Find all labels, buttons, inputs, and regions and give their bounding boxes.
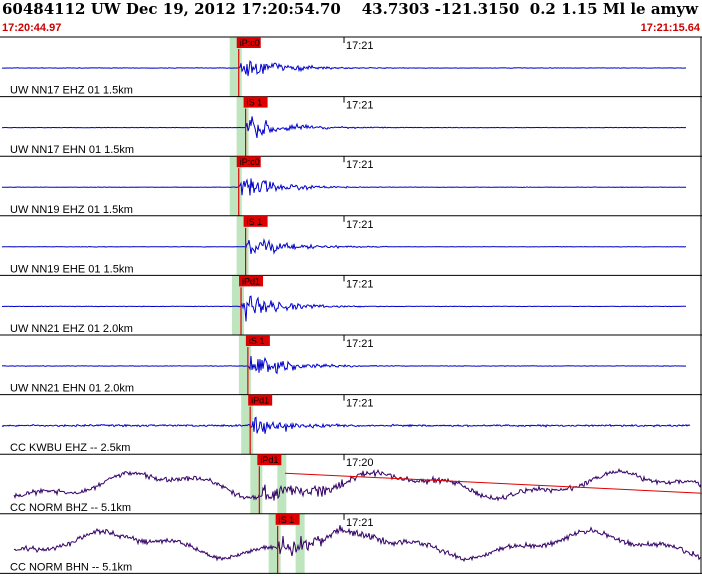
minute-label: 17:21 — [346, 159, 374, 171]
waveform-trace — [2, 60, 687, 77]
pick-flag — [257, 454, 282, 466]
pick-flag-label: iS 1 — [247, 98, 263, 108]
channel-label: CC NORM BHZ -- 5.1km — [10, 502, 131, 514]
channel-label: UW NN19 EHZ 01 1.5km — [10, 204, 133, 216]
waveform-trace — [1, 295, 687, 322]
pick-flag-label: iS 1 — [247, 217, 263, 227]
minute-label: 17:21 — [346, 278, 374, 290]
pick-flag — [236, 156, 261, 168]
pick-flag — [245, 335, 270, 346]
window-end-time: 17:21:15.64 — [640, 22, 700, 34]
minute-label: 17:21 — [346, 100, 374, 112]
window-start-time: 17:20:44.97 — [2, 22, 62, 34]
waveform-trace — [13, 467, 702, 502]
pick-flag — [239, 275, 264, 287]
event-title: 60484112 UW Dec 19, 2012 17:20:54.70 43.… — [2, 0, 699, 18]
pick-flag — [248, 394, 273, 406]
channel-label: UW NN21 EHN 01 2.0km — [10, 383, 134, 395]
channel-label: CC KWBU EHZ -- 2.5km — [10, 442, 130, 454]
pick-flag — [275, 513, 300, 525]
minute-label: 17:21 — [346, 517, 374, 529]
minute-label: 17:20 — [346, 457, 374, 469]
pick-flag-label: iS 1 — [249, 336, 265, 346]
waveform-trace — [1, 355, 687, 375]
pick-flag-label: iPd1 — [242, 276, 260, 286]
pick-flag — [236, 37, 261, 48]
channel-label: CC NORM BHN -- 5.1km — [10, 561, 132, 573]
waveform-trace — [1, 116, 686, 138]
pick-flag — [243, 96, 268, 108]
waveform-trace — [13, 525, 702, 563]
pick-flag-label: iP:c0 — [240, 38, 260, 48]
minute-label: 17:21 — [346, 338, 374, 350]
minute-label: 17:21 — [346, 398, 374, 410]
pick-flag-label: iP:c0 — [240, 157, 260, 167]
channel-label: UW NN17 EHZ 01 1.5km — [10, 85, 133, 97]
waveform-trace — [2, 178, 687, 196]
channel-label: UW NN17 EHN 01 1.5km — [10, 144, 134, 156]
minute-label: 17:21 — [346, 40, 374, 52]
pick-flag-label: iS 1 — [279, 515, 295, 525]
minute-label: 17:21 — [346, 219, 374, 231]
channel-label: UW NN19 EHE 01 1.5km — [10, 263, 133, 275]
waveform-trace — [1, 237, 686, 255]
pick-flag-label: iPd1 — [260, 455, 278, 465]
coda-line — [284, 472, 702, 494]
channel-label: UW NN21 EHZ 01 2.0km — [10, 323, 133, 335]
pick-flag-label: iPd1 — [251, 396, 269, 406]
waveform-trace — [1, 416, 691, 434]
analysis-window — [277, 454, 287, 514]
pick-flag — [243, 215, 268, 227]
